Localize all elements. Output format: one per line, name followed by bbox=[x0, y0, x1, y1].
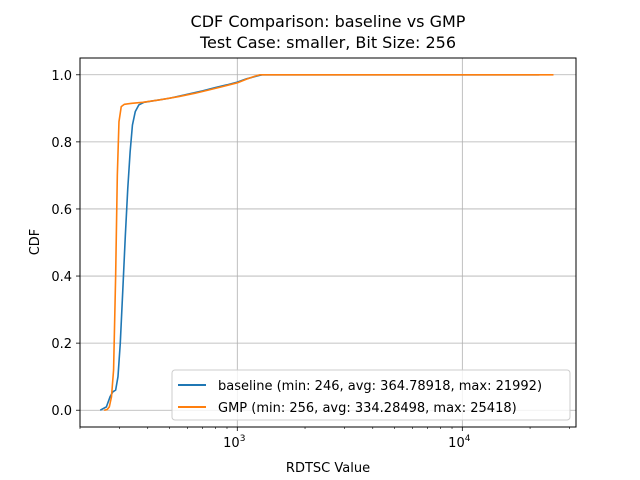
y-tick-label: 0.0 bbox=[51, 404, 72, 419]
series-lines bbox=[99, 73, 554, 412]
legend-label-gmp: GMP (min: 256, avg: 334.28498, max: 2541… bbox=[218, 401, 517, 416]
x-tick-exponent: 3 bbox=[240, 434, 246, 444]
legend-box bbox=[171, 369, 571, 421]
y-axis-label: CDF bbox=[28, 229, 43, 256]
chart-subtitle: Test Case: smaller, Bit Size: 256 bbox=[199, 33, 456, 52]
y-tick-label: 0.2 bbox=[51, 337, 72, 352]
plot-frame bbox=[79, 57, 577, 428]
x-axis-label: RDTSC Value bbox=[286, 461, 370, 476]
x-tick-label: 104 bbox=[448, 434, 471, 451]
legend: baseline (min: 246, avg: 364.78918, max:… bbox=[171, 369, 571, 421]
chart-title: CDF Comparison: baseline vs GMP bbox=[191, 12, 466, 31]
legend-label-baseline: baseline (min: 246, avg: 364.78918, max:… bbox=[218, 379, 542, 394]
x-tick-label: 103 bbox=[223, 434, 245, 451]
y-tick-label: 1.0 bbox=[51, 69, 72, 84]
y-tick-label: 0.4 bbox=[51, 270, 72, 285]
x-tick-base: 10 bbox=[223, 436, 240, 451]
x-tick-exponent: 4 bbox=[465, 434, 471, 444]
series-line-gmp bbox=[103, 73, 554, 412]
y-tick-label: 0.6 bbox=[51, 203, 72, 218]
x-tick-base: 10 bbox=[448, 436, 465, 451]
y-tick-label: 0.8 bbox=[51, 136, 72, 151]
